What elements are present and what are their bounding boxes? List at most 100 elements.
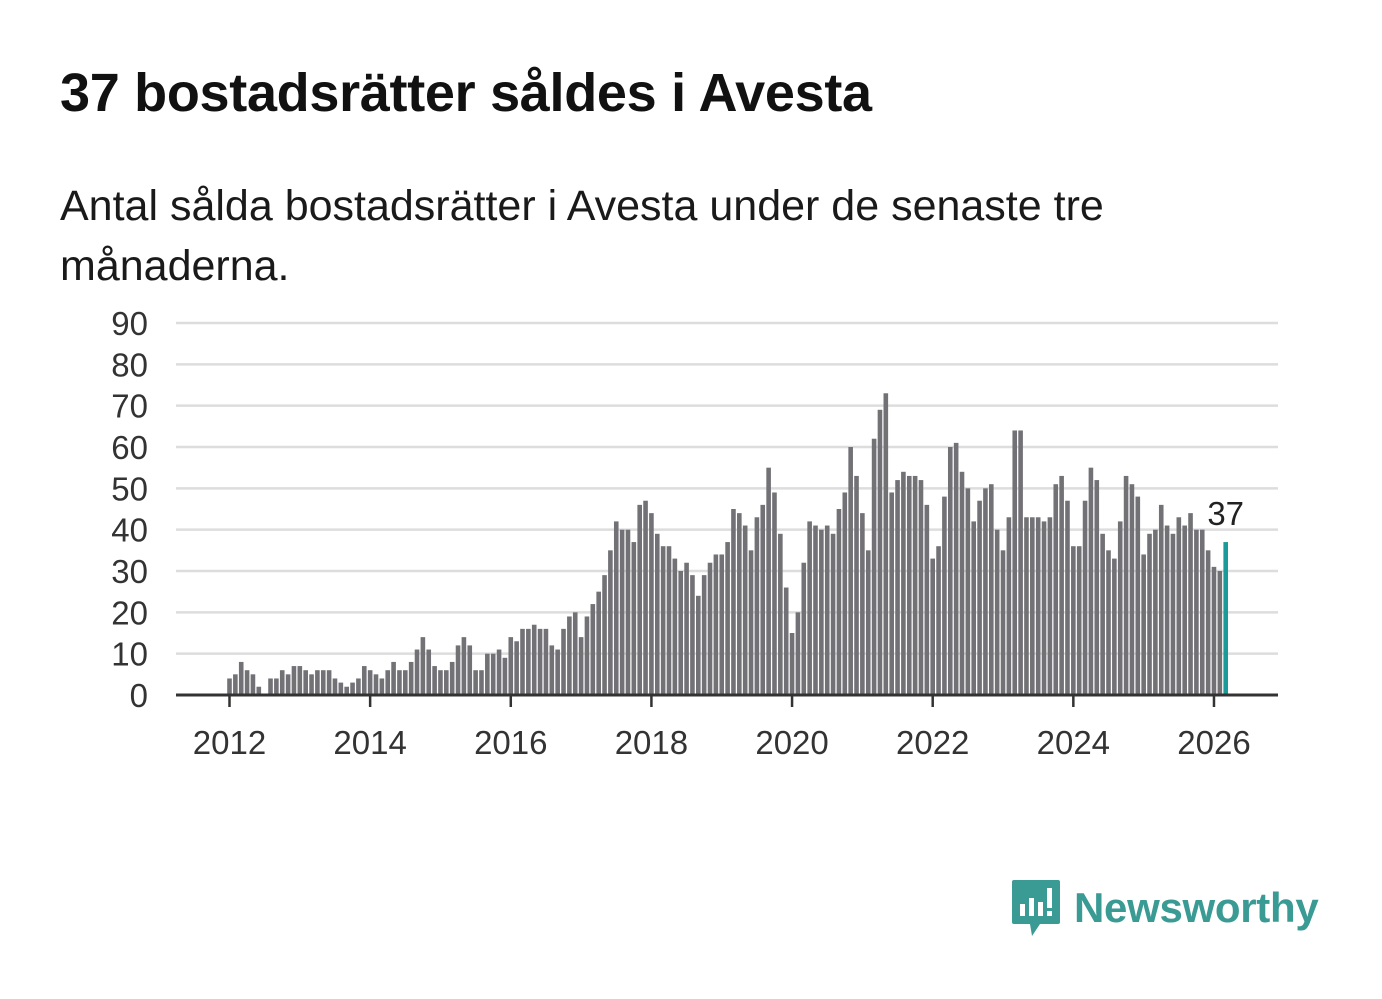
bar [1018,430,1023,695]
bar [924,504,930,695]
y-tick-label: 60 [111,429,148,466]
bar [432,666,437,695]
newsworthy-logo: Newsworthy [1010,878,1319,938]
bar [531,624,537,695]
y-tick-label: 40 [111,512,148,549]
bar [1158,504,1164,695]
bar [860,513,865,695]
bar [520,628,525,695]
brand-name: Newsworthy [1074,884,1319,931]
bar [649,513,654,695]
bar [1129,484,1135,695]
y-axis-tick-labels: 0 10 20 30 40 50 60 70 80 90 [111,305,148,714]
bar [309,674,314,695]
bar [467,645,473,695]
bar [1041,521,1047,695]
bar [238,661,244,695]
bar [1071,546,1076,695]
bar [379,678,385,695]
bar [561,628,566,695]
y-tick-label: 80 [111,346,148,383]
bar [918,480,924,695]
bar [1065,500,1070,695]
bar [608,550,613,695]
bar [397,670,402,695]
bar [526,628,531,695]
bar [508,637,514,695]
bar [883,393,889,695]
bar [227,678,232,695]
bar [373,674,379,695]
bar [854,475,859,695]
bar [696,595,701,695]
bar [549,645,555,695]
bar [572,612,578,695]
bar [1047,517,1053,695]
x-tick-label: 2016 [474,724,547,761]
bar [1182,525,1187,695]
bar [895,480,900,695]
bar [871,438,877,695]
bar [813,525,818,695]
bar [830,533,836,695]
bar [1076,546,1082,695]
bar [742,525,748,695]
bar [403,670,408,695]
bar [426,649,432,695]
bar [485,653,490,695]
bar [367,670,373,695]
x-tick-label: 2012 [193,724,266,761]
x-tick-label: 2024 [1037,724,1110,761]
bar [725,542,730,695]
bars [227,393,1228,695]
bar [479,670,484,695]
bar [942,496,947,695]
bar [1135,496,1141,695]
bar [936,546,941,695]
bar [1194,529,1199,695]
bar [584,616,590,695]
bar [865,550,871,695]
bar [842,492,848,695]
bar [666,546,672,695]
bar [455,645,461,695]
bar [848,447,853,695]
bar [338,682,344,695]
bar [567,616,572,695]
bar [420,637,426,695]
bar [660,546,666,695]
bar [737,513,742,695]
bar [719,554,725,695]
bar [807,521,812,695]
bar [778,533,783,695]
bar [731,509,736,695]
bar [1053,484,1059,695]
bar [836,509,842,695]
x-axis [176,693,1278,707]
bar [977,500,982,695]
bar [250,674,256,695]
bar [408,661,414,695]
bar [1000,550,1006,695]
bar [631,542,637,695]
bar [1006,517,1012,695]
bar [326,670,332,695]
bar [713,554,719,695]
bar [1030,517,1035,695]
y-tick-label: 90 [111,305,148,342]
bar [1035,517,1041,695]
bar [625,529,631,695]
bar [502,657,508,695]
bar [1176,517,1182,695]
bar [297,666,303,695]
bar [947,447,953,695]
bar [930,558,935,695]
bar [596,591,601,695]
bar [637,504,642,695]
bar [1205,550,1211,695]
bar-latest [1223,542,1228,695]
bar [543,628,549,695]
bar [274,678,279,695]
bar [701,575,707,695]
